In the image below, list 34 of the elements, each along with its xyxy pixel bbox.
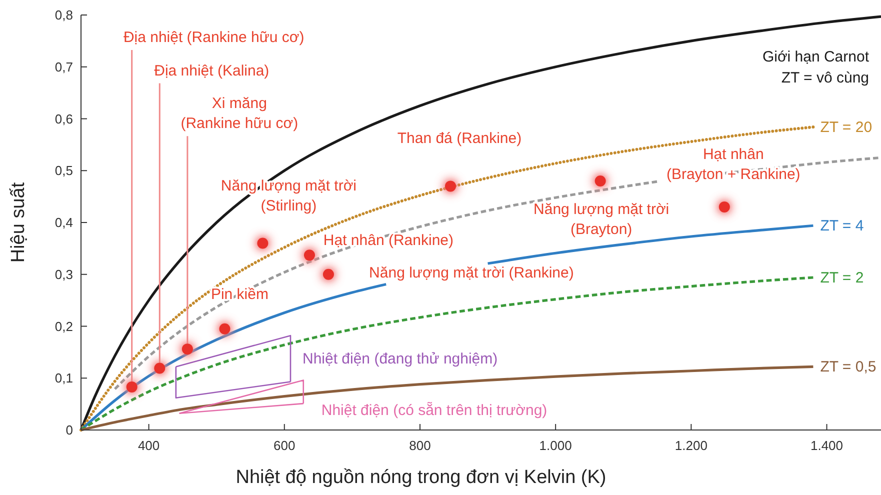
series-label: ZT = 20 (820, 119, 872, 136)
x-tick-label: 1.200 (674, 438, 708, 453)
series-label: Giới hạn Carnot ZT = vô cùng (762, 48, 870, 87)
series-label: Nhiệt điện (có sẵn trên thị trường) (321, 402, 548, 419)
y-axis-title: Hiệu suất (8, 182, 29, 263)
annotation: Hạt nhân (Brayton + Rankine) (666, 146, 800, 183)
annotation: Năng lượng mặt trời (Stirling) (220, 177, 356, 214)
x-axis-title: Nhiệt độ nguồn nóng trong đơn vị Kelvin (K) (236, 467, 606, 488)
x-tick-label: 1.400 (810, 438, 844, 453)
x-tick-label: 400 (138, 438, 160, 453)
series-label: ZT = 2 (820, 269, 864, 286)
y-tick-label: 0,7 (54, 59, 73, 74)
y-tick-label: 0,6 (54, 111, 73, 126)
annotation: Năng lượng mặt trời (Brayton) (534, 201, 670, 238)
y-tick-label: 0,3 (54, 266, 73, 282)
y-tick-label: 0,4 (54, 215, 73, 230)
series-label: Nhiệt điện (đang thử nghiệm) (302, 350, 498, 368)
series-label: ZT = 4 (820, 218, 864, 235)
series-label: ZT = 0,5 (820, 358, 876, 376)
y-tick-label: 0,5 (54, 163, 73, 178)
x-tick-label: 600 (274, 438, 296, 453)
annotation: Xi măng (Rankine hữu cơ) (180, 95, 298, 132)
annotation: Năng lượng mặt trời (Rankine) (369, 264, 574, 282)
x-tick-label: 1.000 (539, 438, 572, 453)
x-tick-label: 800 (409, 438, 431, 453)
y-tick-label: 0 (66, 422, 73, 438)
annotation: Địa nhiệt (Kalina) (154, 62, 270, 80)
y-tick-label: 0,8 (54, 8, 73, 22)
y-tick-label: 0,1 (54, 370, 73, 386)
annotation: Địa nhiệt (Rankine hữu cơ) (123, 28, 304, 46)
annotation: Than đá (Rankine) (397, 130, 522, 148)
y-tick-label: 0,2 (54, 318, 73, 334)
annotation: Pin kiềm (210, 286, 268, 303)
annotation: Hạt nhân (Rankine) (323, 232, 454, 250)
